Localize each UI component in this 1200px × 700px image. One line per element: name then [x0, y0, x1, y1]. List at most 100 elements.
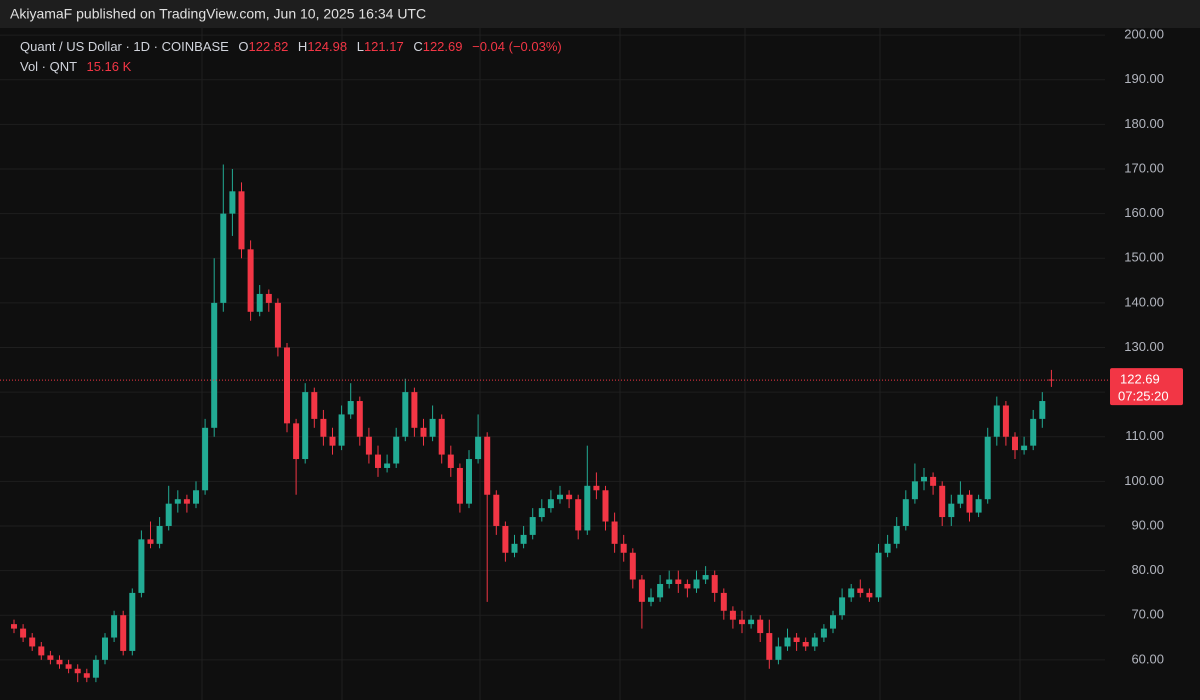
y-tick-label: 60.00 [1131, 651, 1164, 666]
candle-body [20, 628, 27, 638]
candle-body [83, 673, 90, 678]
candle-body [748, 619, 755, 625]
candle-body [529, 517, 536, 535]
open-value: 122.82 [249, 39, 289, 54]
candle-body [830, 615, 836, 629]
candle-body [547, 499, 554, 509]
candle-body [92, 659, 99, 678]
candle-body [657, 583, 664, 598]
candle-body [329, 436, 336, 446]
candle-body [138, 539, 145, 593]
candle-body [302, 392, 309, 460]
low-value: 121.17 [364, 39, 404, 54]
y-tick-label: 190.00 [1124, 71, 1164, 86]
candle-body [1048, 379, 1055, 381]
y-tick-label: 100.00 [1124, 473, 1164, 488]
y-tick-label: 180.00 [1124, 116, 1164, 131]
candle-body [338, 414, 345, 446]
candle-body [638, 579, 645, 602]
volume-label: Vol · QNT [20, 59, 77, 74]
y-tick-label: 200.00 [1124, 27, 1164, 42]
candle-body [475, 436, 482, 460]
candle-body [993, 405, 1000, 437]
candle-body [284, 347, 290, 424]
candle-body [802, 641, 809, 647]
candle-body [211, 302, 218, 428]
candle-body [438, 418, 445, 455]
candle-body [666, 579, 673, 584]
candle-body [183, 499, 190, 504]
candle-body [866, 592, 873, 598]
candle-body [102, 637, 108, 660]
candle-body [820, 628, 827, 638]
candle-body [429, 418, 436, 437]
candle-body [720, 592, 727, 611]
h-label: H [298, 39, 307, 54]
close-value: 122.69 [423, 39, 463, 54]
candle-body [365, 436, 372, 455]
candle-body [320, 418, 327, 437]
candle-body [520, 534, 527, 544]
candle-body [293, 423, 300, 460]
candle-body [202, 427, 209, 491]
candle-body [784, 637, 791, 647]
candle-body [447, 454, 454, 468]
candle-body [502, 525, 509, 553]
candle-body [347, 401, 354, 415]
candle-body [174, 499, 181, 504]
legend: Quant / US Dollar · 1D · COINBASE O122.8… [20, 39, 562, 54]
y-tick-label: 80.00 [1131, 562, 1164, 577]
candle-body [739, 619, 745, 625]
candle-body [729, 610, 736, 620]
candle-body [702, 575, 709, 580]
candle-body [584, 485, 591, 531]
price-tag [1110, 368, 1183, 406]
candle-body [220, 213, 227, 303]
candle-body [775, 646, 782, 660]
y-tick-label: 90.00 [1131, 517, 1164, 532]
candle-body [538, 508, 545, 518]
candle-body [111, 615, 118, 638]
c-label: C [413, 39, 422, 54]
candle-body [566, 494, 573, 500]
candle-body [757, 619, 764, 634]
candle-body [684, 583, 691, 589]
candle-body [793, 637, 800, 642]
candle-body [948, 503, 955, 518]
candle-body [47, 655, 54, 660]
candle-body [1039, 401, 1046, 419]
candle-body [129, 592, 136, 651]
candle-body [511, 543, 518, 553]
candle-body [375, 454, 381, 468]
candle-body [939, 485, 946, 518]
candle-body [902, 499, 909, 526]
y-tick-label: 160.00 [1124, 205, 1164, 220]
candle-body [957, 494, 964, 504]
high-value: 124.98 [307, 39, 347, 54]
y-tick-label: 130.00 [1124, 339, 1164, 354]
price-tag-countdown: 07:25:20 [1118, 389, 1169, 404]
candle-body [274, 302, 281, 348]
candle-body [1012, 436, 1018, 451]
candle-body [156, 525, 163, 544]
candle-body [611, 521, 618, 544]
y-tick-label: 170.00 [1124, 160, 1164, 175]
candle-body [311, 392, 318, 419]
candle-body [402, 392, 409, 437]
change: −0.04 (−0.03%) [472, 39, 562, 54]
candle-body [811, 637, 818, 647]
candle-body [984, 436, 991, 500]
candle-body [1002, 405, 1009, 437]
candle-body [411, 392, 418, 428]
candle-body [256, 293, 263, 312]
candle-body [629, 552, 636, 580]
candle-body [884, 543, 891, 553]
candle-body [11, 624, 17, 629]
y-tick-label: 150.00 [1124, 250, 1164, 265]
candle-body [975, 499, 982, 513]
candle-body [356, 401, 363, 437]
candle-body [911, 481, 918, 500]
